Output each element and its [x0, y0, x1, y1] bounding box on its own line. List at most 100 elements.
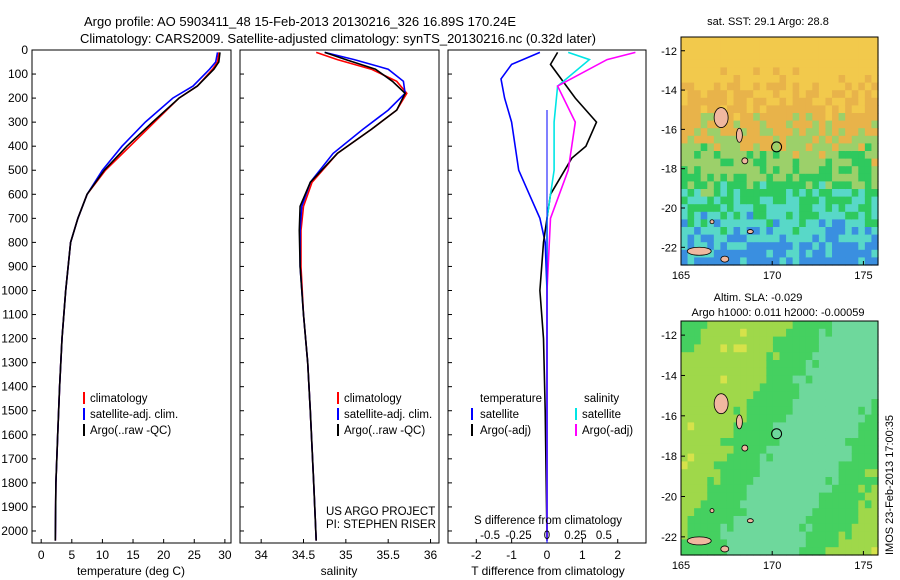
map-cell: [838, 344, 846, 353]
map-cell: [694, 158, 702, 167]
map-cell: [792, 352, 800, 361]
map-cell: [726, 59, 735, 68]
map-cell: [818, 383, 827, 392]
map-cell: [772, 166, 781, 175]
map-cell: [700, 383, 708, 392]
map-cell: [805, 82, 813, 91]
map-cell: [858, 367, 866, 377]
map-cell: [726, 128, 735, 137]
map-cell: [687, 227, 695, 236]
map-cell: [858, 422, 866, 431]
map-cell: [825, 422, 833, 431]
map-cell: [805, 219, 813, 228]
map-cell: [700, 360, 708, 369]
map-cell: [740, 508, 748, 517]
map-cell: [753, 360, 761, 369]
map-cell: [681, 75, 689, 84]
map-cell: [726, 82, 735, 91]
map-cell: [726, 219, 735, 228]
map-cell: [825, 500, 833, 509]
map-cell: [779, 469, 787, 478]
map-cell: [766, 181, 774, 190]
map-cell: [759, 399, 767, 408]
map-cell: [700, 44, 708, 53]
map-cell: [792, 391, 800, 400]
map-cell: [759, 52, 767, 61]
map-cell: [864, 469, 873, 478]
map-cell: [832, 422, 840, 431]
map-cell: [832, 135, 840, 144]
map-cell: [838, 151, 846, 160]
map-cell: [851, 344, 859, 353]
map-cell: [832, 90, 840, 99]
depth-tick-label: 0: [21, 43, 28, 57]
map-cell: [864, 445, 873, 455]
map-cell: [838, 399, 846, 408]
map-cell: [713, 492, 721, 501]
depth-tick-label: 500: [8, 163, 28, 177]
map-cell: [726, 120, 735, 129]
map-lat-label: -16: [661, 124, 677, 136]
profile-marker: [771, 141, 783, 153]
map-cell: [694, 484, 702, 494]
map-cell: [786, 523, 794, 533]
map-cell: [779, 257, 787, 266]
map-cell: [851, 135, 859, 144]
map-cell: [713, 128, 721, 137]
map-lat-label: -20: [661, 492, 677, 504]
map-cell: [786, 59, 794, 68]
map-cell: [818, 37, 827, 46]
map-cell: [786, 399, 794, 408]
map-cell: [838, 469, 846, 478]
map-cell: [799, 211, 807, 220]
map-cell: [681, 211, 689, 220]
map-cell: [720, 227, 728, 236]
map-cell: [818, 90, 827, 99]
map-lat-label: -16: [661, 411, 677, 423]
depth-tick-label: 100: [8, 67, 28, 81]
map-cell: [740, 336, 748, 345]
map-cell: [825, 59, 833, 68]
map-cell: [687, 399, 695, 408]
map-cell: [858, 204, 866, 213]
map-cell: [733, 219, 741, 228]
map-cell: [746, 242, 754, 251]
map-cell: [772, 204, 781, 213]
map-cell: [786, 90, 794, 99]
map-cell: [845, 75, 853, 84]
map-cell: [838, 189, 846, 198]
map-cell: [740, 469, 748, 478]
map-cell: [766, 120, 774, 129]
map-cell: [792, 173, 800, 182]
map-cell: [805, 414, 813, 423]
map-cell: [720, 44, 728, 53]
map-cell: [700, 484, 708, 494]
map-cell: [805, 375, 813, 384]
island: [720, 255, 730, 263]
map-cell: [753, 523, 761, 533]
map-cell: [851, 547, 859, 556]
map-cell: [799, 508, 807, 517]
map-cell: [700, 158, 708, 167]
map-cell: [766, 531, 774, 540]
island: [741, 444, 749, 452]
map-cell: [713, 181, 721, 190]
map-cell: [779, 82, 787, 91]
map-cell: [759, 500, 767, 509]
x-tick-label: 30: [218, 548, 232, 562]
map-cell: [845, 367, 853, 377]
s-tick-label: -0.5: [480, 530, 500, 542]
map-cell: [746, 430, 754, 439]
map-cell: [779, 321, 787, 330]
legend-salinity-head: salinity: [584, 393, 619, 405]
island: [686, 246, 712, 256]
map-cell: [772, 113, 781, 122]
map-cell: [851, 82, 859, 91]
s-tick-label: 0.25: [564, 530, 586, 542]
map-cell: [805, 59, 813, 68]
map-cell: [687, 321, 695, 330]
map-cell: [825, 97, 833, 106]
map-cell: [779, 189, 787, 198]
map-cell: [759, 97, 767, 106]
map-cell: [832, 484, 840, 494]
